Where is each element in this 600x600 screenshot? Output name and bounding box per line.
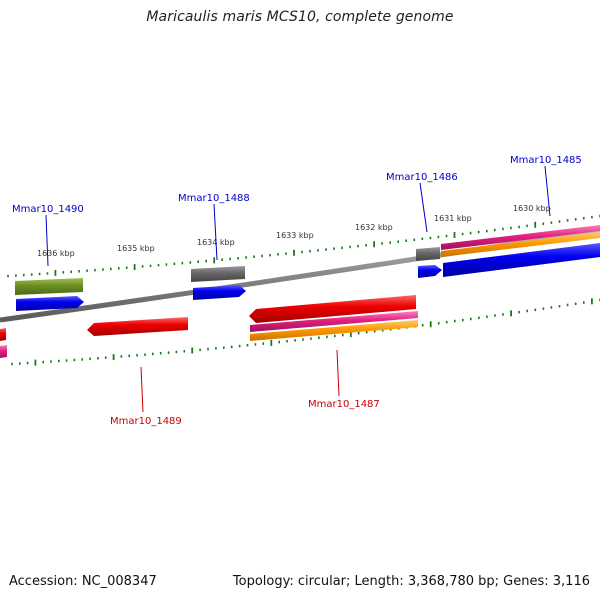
cds-arrow[interactable]: [193, 285, 246, 300]
leader-line: [544, 165, 551, 217]
leader-line: [45, 214, 49, 267]
cds-arrow[interactable]: [87, 317, 188, 336]
gene-label-mmar10-1489[interactable]: Mmar10_1489: [110, 416, 182, 427]
cds-arrow[interactable]: [0, 328, 6, 341]
leader-line: [140, 366, 144, 413]
gene-feature[interactable]: [441, 225, 600, 250]
gene-feature[interactable]: [250, 311, 418, 332]
forward-ticks: [7, 214, 600, 278]
tick-label-1636: 1636 kbp: [37, 249, 75, 258]
gene-label-mmar10-1486[interactable]: Mmar10_1486: [386, 172, 458, 183]
gene-label-mmar10-1485[interactable]: Mmar10_1485: [510, 155, 582, 166]
reverse-genes: [0, 295, 418, 358]
gene-feature[interactable]: [0, 345, 7, 358]
leader-line: [336, 349, 340, 397]
tick-label-1631: 1631 kbp: [434, 214, 472, 223]
gene-label-mmar10-1490[interactable]: Mmar10_1490: [12, 204, 84, 215]
tick-label-1633: 1633 kbp: [276, 231, 314, 240]
gene-feature[interactable]: [15, 278, 83, 295]
forward-genes: [15, 225, 600, 311]
leader-line: [419, 182, 428, 233]
gene-label-mmar10-1487[interactable]: Mmar10_1487: [308, 399, 380, 410]
gene-feature[interactable]: [250, 320, 418, 341]
cds-arrow[interactable]: [418, 265, 442, 278]
gene-feature[interactable]: [191, 266, 245, 282]
cds-arrow[interactable]: [443, 243, 600, 277]
reverse-ticks: [11, 298, 600, 366]
tick-label-1630: 1630 kbp: [513, 204, 551, 213]
tick-label-1632: 1632 kbp: [355, 223, 393, 232]
genome-summary-text: Topology: circular; Length: 3,368,780 bp…: [232, 574, 590, 589]
gene-feature[interactable]: [441, 232, 600, 257]
accession-text: Accession: NC_008347: [9, 574, 157, 589]
leader-line: [213, 203, 218, 261]
map-title: Maricaulis maris MCS10, complete genome: [146, 9, 454, 25]
cds-arrow[interactable]: [16, 296, 84, 311]
gene-feature[interactable]: [416, 247, 440, 261]
tick-label-1635: 1635 kbp: [117, 244, 155, 253]
gene-label-mmar10-1488[interactable]: Mmar10_1488: [178, 193, 250, 204]
cds-arrow[interactable]: [249, 295, 416, 323]
